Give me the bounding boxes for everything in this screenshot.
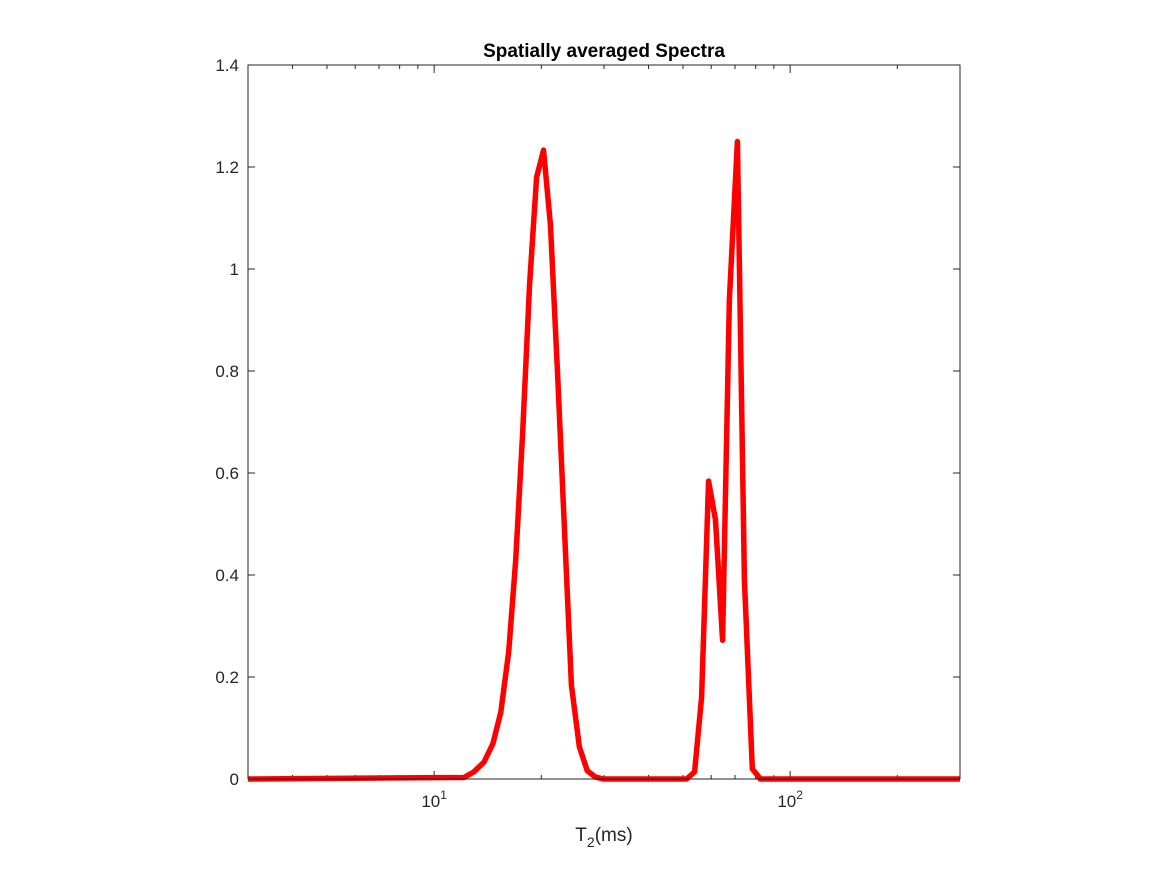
y-tick-label: 1 xyxy=(230,260,239,279)
x-tick-label: 102 xyxy=(777,788,803,811)
axes-box xyxy=(247,64,961,780)
x-label-text: T xyxy=(575,825,587,846)
x-label-suffix: (ms) xyxy=(595,825,633,846)
x-tick-exponent: 1 xyxy=(440,788,447,802)
x-tick-base: 10 xyxy=(777,792,796,811)
x-label-subscript: 2 xyxy=(587,834,595,850)
y-tick-label: 0.4 xyxy=(215,566,239,585)
y-tick-label: 0.6 xyxy=(215,464,239,483)
x-tick-label: 101 xyxy=(421,788,447,811)
x-axis-label: T2(ms) xyxy=(575,825,632,850)
y-tick-label: 0.8 xyxy=(215,362,239,381)
y-tick-label: 0.2 xyxy=(215,668,239,687)
x-tick-exponent: 2 xyxy=(796,788,803,802)
y-tick-label: 0 xyxy=(230,770,239,789)
x-tick-base: 10 xyxy=(421,792,440,811)
y-tick-label: 1.4 xyxy=(215,56,239,75)
y-tick-label: 1.2 xyxy=(215,158,239,177)
chart-title: Spatially averaged Spectra xyxy=(483,41,725,62)
data-line xyxy=(248,138,960,782)
